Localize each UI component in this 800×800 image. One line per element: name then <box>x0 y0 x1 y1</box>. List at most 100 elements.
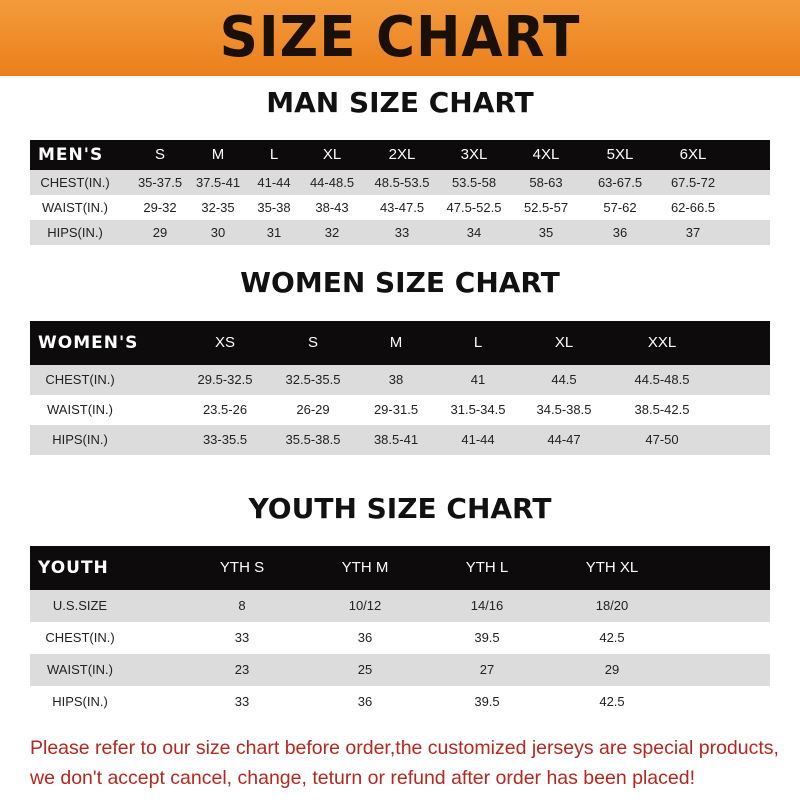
table-row: WAIST(IN.) 23.5-26 26-29 29-31.5 31.5-34.5 34… <box>30 395 770 425</box>
table-cell: 35 <box>538 225 554 240</box>
size-column-header: S <box>154 146 166 163</box>
table-cell: 33-35.5 <box>202 432 248 447</box>
table-cell: 23 <box>234 662 250 677</box>
measurement-label: CHEST(IN.) <box>45 630 115 645</box>
table-cell: 44-48.5 <box>309 175 355 190</box>
table-cell: 35-37.5 <box>137 175 183 190</box>
size-column-header: XL <box>322 146 342 163</box>
table-cell: 63-67.5 <box>597 175 643 190</box>
table-category-label: WOMEN'S <box>38 333 139 353</box>
table-cell: 42.5 <box>599 694 625 709</box>
table-cell: 30 <box>210 225 226 240</box>
table-cell: 29.5-32.5 <box>197 372 253 387</box>
youth-section-title: YOUTH SIZE CHART <box>248 492 552 525</box>
table-cell: 25 <box>357 662 373 677</box>
table-row: U.S.SIZE 8 10/12 14/16 18/20 <box>30 590 770 622</box>
table-cell: 35.5-38.5 <box>285 432 341 447</box>
size-column-header: XXL <box>647 334 677 351</box>
table-cell: 31.5-34.5 <box>450 402 506 417</box>
size-column-header: 4XL <box>532 146 560 163</box>
table-cell: 26-29 <box>296 402 330 417</box>
table-cell: 39.5 <box>474 630 500 645</box>
measurement-label: WAIST(IN.) <box>42 200 108 215</box>
table-cell: 29-31.5 <box>373 402 419 417</box>
table-category-label: YOUTH <box>38 558 109 578</box>
table-category-label: MEN'S <box>38 145 104 165</box>
table-cell: 57-62 <box>603 200 637 215</box>
measurement-label: HIPS(IN.) <box>47 225 103 240</box>
table-cell: 38.5-42.5 <box>634 402 690 417</box>
table-cell: 14/16 <box>470 598 504 613</box>
table-cell: 47-50 <box>645 432 679 447</box>
measurement-label: CHEST(IN.) <box>40 175 110 190</box>
size-column-header: 5XL <box>606 146 634 163</box>
notice-line-1: Please refer to our size chart before or… <box>30 737 779 759</box>
size-column-header: YTH M <box>341 559 389 576</box>
table-cell: 42.5 <box>599 630 625 645</box>
table-cell: 38 <box>388 372 404 387</box>
size-column-header: L <box>269 146 279 163</box>
table-cell: 32-35 <box>201 200 235 215</box>
table-cell: 18/20 <box>595 598 629 613</box>
table-cell: 27 <box>479 662 495 677</box>
size-column-header: 3XL <box>460 146 488 163</box>
table-row: CHEST(IN.) 29.5-32.5 32.5-35.5 38 41 44.5 44.5… <box>30 365 770 395</box>
table-cell: 29-32 <box>143 200 177 215</box>
table-cell: 53.5-58 <box>451 175 497 190</box>
table-header-row: YOUTH YTH S YTH M YTH L YTH XL <box>30 546 770 590</box>
measurement-label: HIPS(IN.) <box>52 694 108 709</box>
measurement-label: HIPS(IN.) <box>52 432 108 447</box>
table-header-row: MEN'S S M L XL 2XL 3XL 4XL 5XL 6XL <box>30 140 770 170</box>
table-cell: 29 <box>152 225 168 240</box>
size-column-header: YTH XL <box>585 559 639 576</box>
table-cell: 38.5-41 <box>373 432 419 447</box>
table-cell: 67.5-72 <box>670 175 716 190</box>
table-cell: 32 <box>324 225 340 240</box>
table-cell: 37 <box>685 225 701 240</box>
table-cell: 29 <box>604 662 620 677</box>
measurement-label: WAIST(IN.) <box>47 402 113 417</box>
table-cell: 43-47.5 <box>379 200 425 215</box>
women-size-table: WOMEN'S XS S M L XL XXL CHEST(IN.) 29.5-32.5 32.5… <box>30 321 770 455</box>
table-cell: 34 <box>466 225 482 240</box>
men-section-title: MAN SIZE CHART <box>266 86 534 119</box>
table-cell: 41-44 <box>257 175 291 190</box>
women-section-title: WOMEN SIZE CHART <box>240 266 560 299</box>
size-column-header: XS <box>214 334 236 351</box>
size-column-header: M <box>211 146 225 163</box>
men-size-table: MEN'S S M L XL 2XL 3XL 4XL 5XL 6XL CHEST(IN.) 35-37… <box>30 140 770 245</box>
main-title: SIZE CHART <box>219 5 581 70</box>
table-cell: 33 <box>234 694 250 709</box>
table-cell: 52.5-57 <box>523 200 569 215</box>
size-column-header: XL <box>554 334 574 351</box>
size-column-header: YTH L <box>465 559 509 576</box>
table-cell: 31 <box>266 225 282 240</box>
table-cell: 38-43 <box>315 200 349 215</box>
table-header-row: WOMEN'S XS S M L XL XXL <box>30 321 770 365</box>
measurement-label: WAIST(IN.) <box>47 662 113 677</box>
table-cell: 44-47 <box>547 432 581 447</box>
table-cell: 34.5-38.5 <box>536 402 592 417</box>
measurement-label: CHEST(IN.) <box>45 372 115 387</box>
table-cell: 47.5-52.5 <box>446 200 502 215</box>
table-row: HIPS(IN.) 33 36 39.5 42.5 <box>30 686 770 718</box>
table-cell: 62-66.5 <box>670 200 716 215</box>
table-cell: 8 <box>238 598 246 613</box>
size-column-header: L <box>473 334 483 351</box>
table-cell: 44.5 <box>551 372 577 387</box>
table-cell: 44.5-48.5 <box>634 372 690 387</box>
table-cell: 36 <box>612 225 628 240</box>
size-column-header: YTH S <box>219 559 265 576</box>
size-column-header: M <box>389 334 403 351</box>
measurement-label: U.S.SIZE <box>52 598 108 613</box>
size-column-header: 2XL <box>388 146 416 163</box>
table-cell: 33 <box>234 630 250 645</box>
table-row: HIPS(IN.) 33-35.5 35.5-38.5 38.5-41 41-44 44-… <box>30 425 770 455</box>
table-row: CHEST(IN.) 35-37.5 37.5-41 41-44 44-48.5 48.5… <box>30 170 770 195</box>
table-cell: 33 <box>394 225 410 240</box>
table-cell: 32.5-35.5 <box>285 372 341 387</box>
table-cell: 10/12 <box>348 598 382 613</box>
table-cell: 58-63 <box>529 175 563 190</box>
table-row: WAIST(IN.) 29-32 32-35 35-38 38-43 43-47.5 47.… <box>30 195 770 220</box>
table-cell: 41-44 <box>461 432 495 447</box>
